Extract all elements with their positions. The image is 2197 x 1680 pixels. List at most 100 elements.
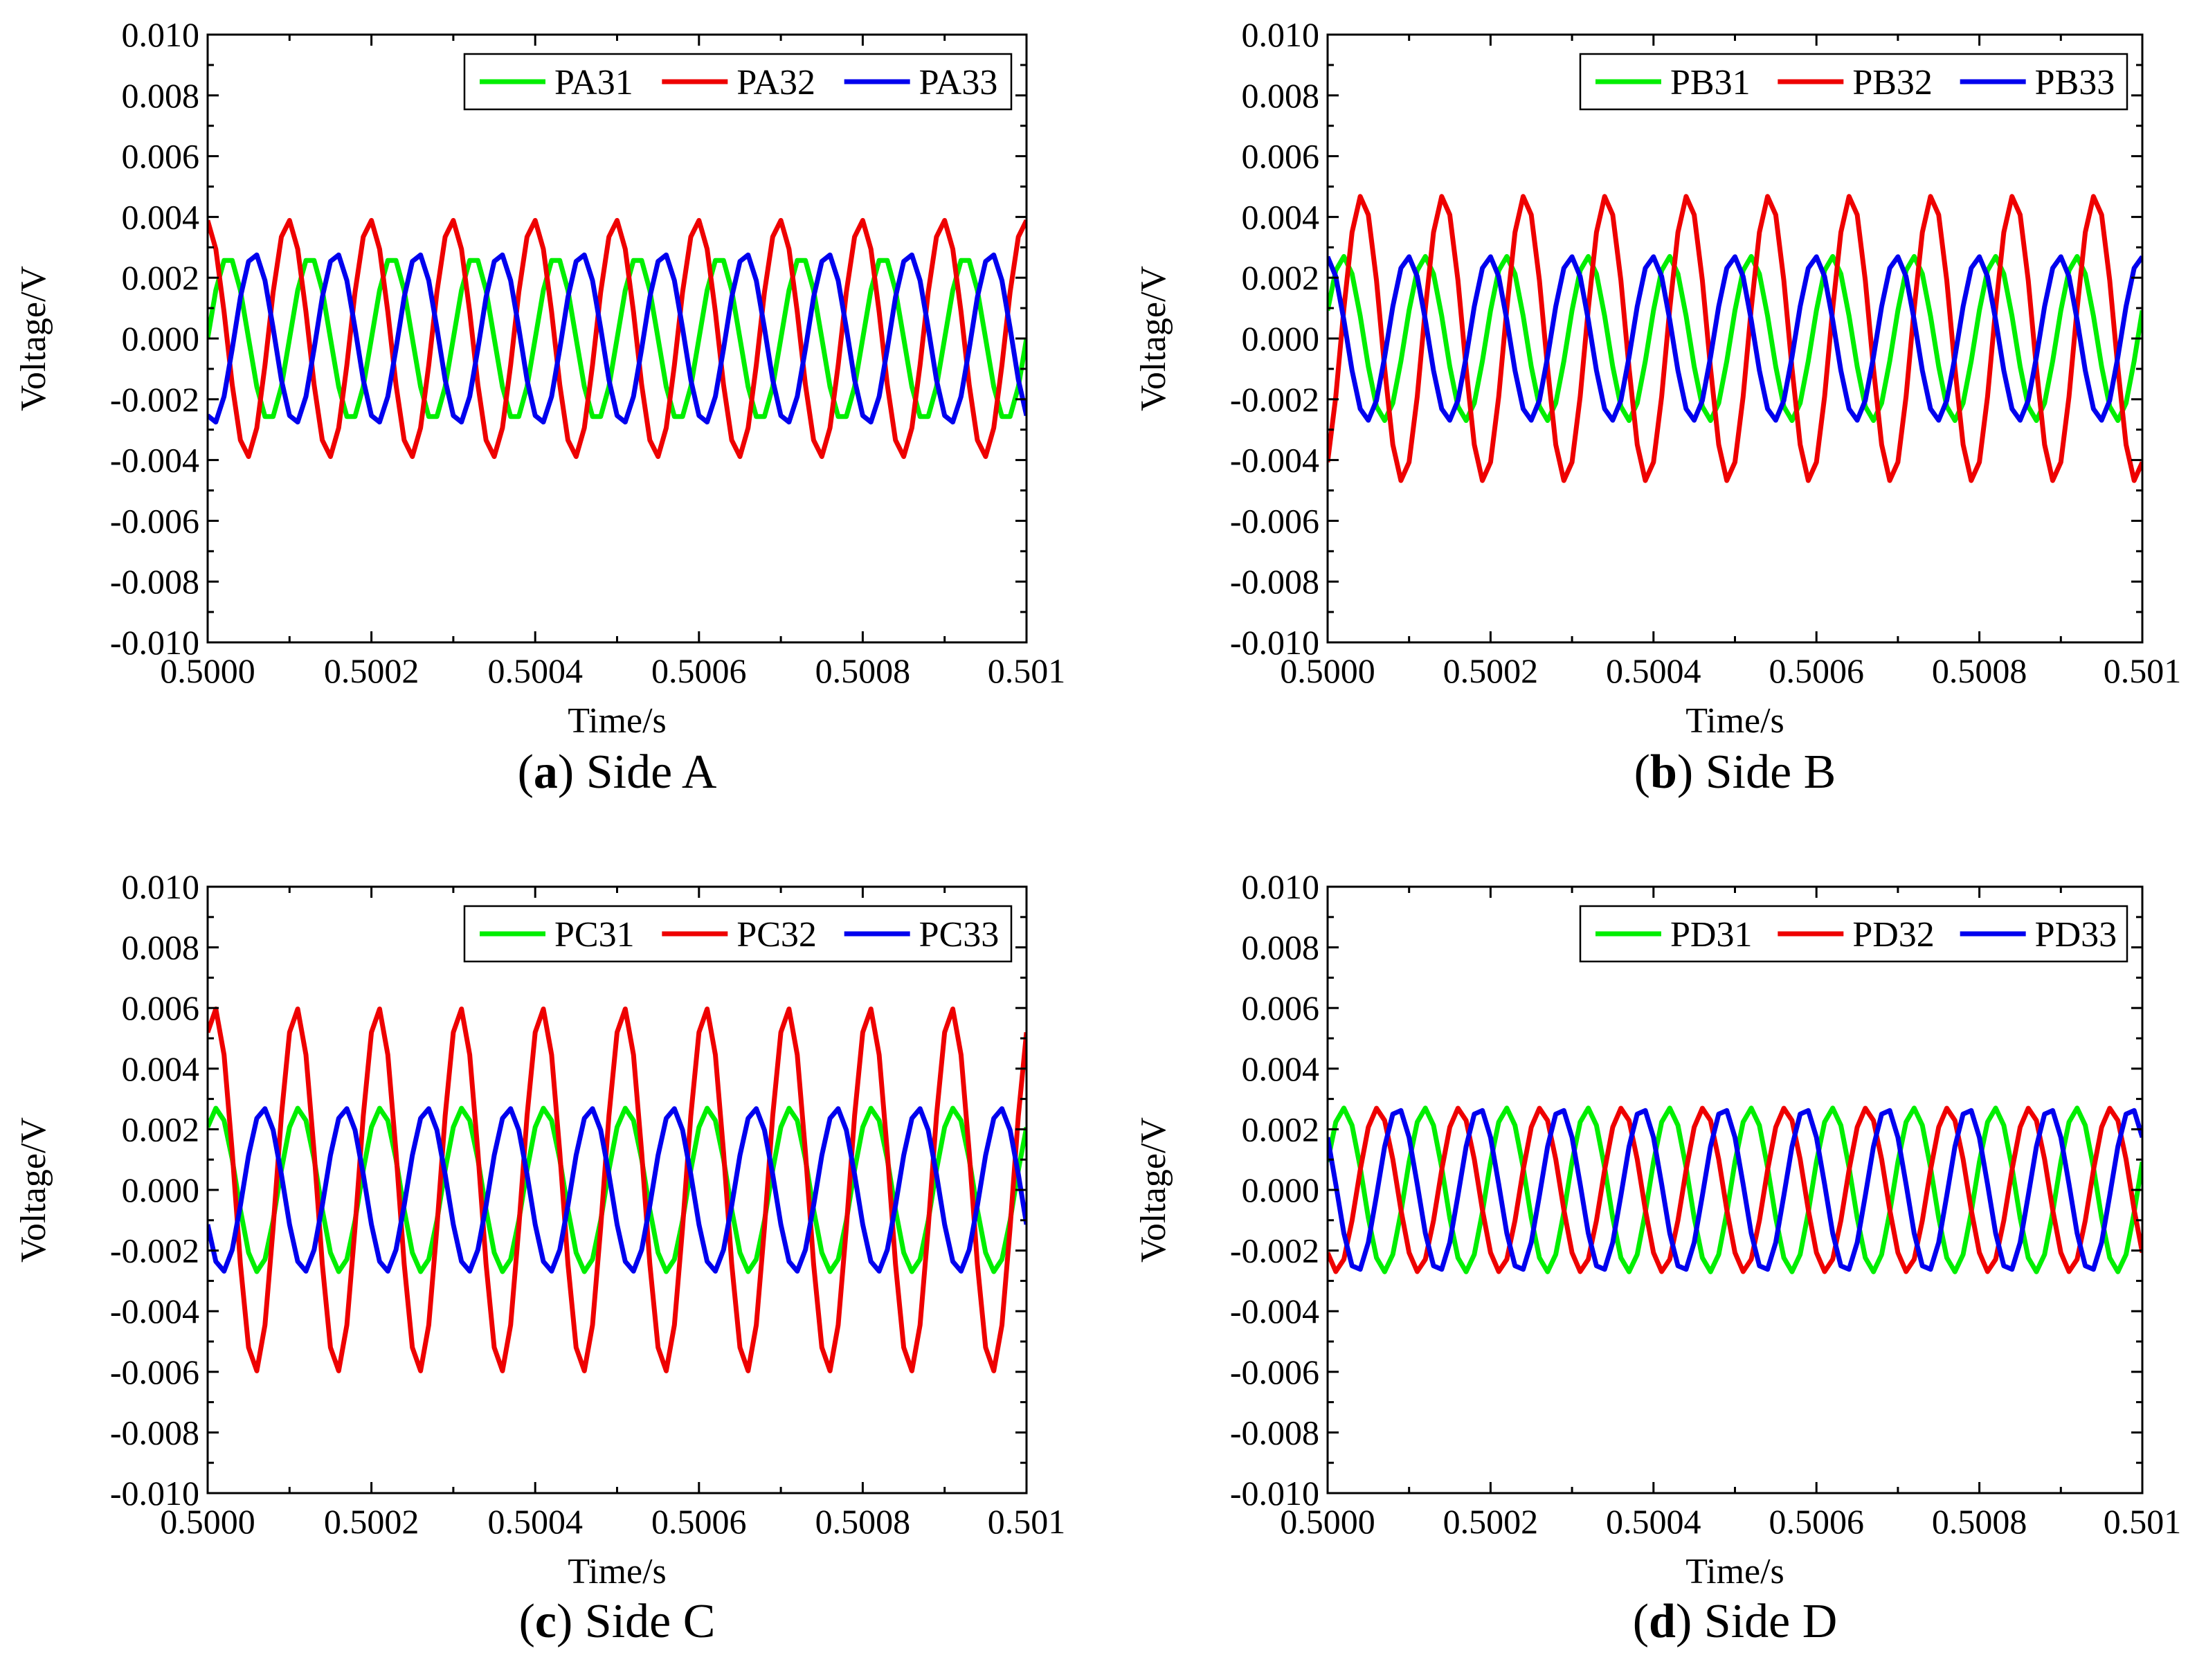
legend-label: PD33 [2035,915,2117,955]
plot-frame [206,885,1028,1494]
x-axis-title: Time/s [1685,1552,1784,1591]
y-tick-label: -0.010 [110,1474,199,1512]
series-line-pb33 [1328,254,2142,423]
caption-close-paren: ) [558,746,586,799]
y-tick-label: -0.006 [110,1353,199,1391]
y-tick-label: 0.008 [122,76,200,115]
x-tick-label: 0.501 [988,1502,1066,1541]
y-axis-title: Voltage/V [1134,1117,1173,1263]
caption-open-paren: ( [519,1595,535,1648]
y-tick-label: 0.006 [1242,137,1320,176]
x-axis-title: Time/s [568,1552,667,1591]
caption-letter: a [534,746,558,799]
legend-box [463,905,1013,963]
chart-panel-b: 0.010 0.008 0.006 0.004 0.002 0.000 -0.002 -0.0… [1134,15,2181,799]
caption-text: Side A [586,746,717,799]
legend: PA31 PA32 PA33 [463,53,1013,111]
y-tick-label: 0.008 [1242,76,1320,115]
y-tick-label: 0.008 [122,928,200,967]
caption-letter: c [535,1595,557,1648]
caption-close-paren: ) [1676,1595,1704,1648]
caption-open-paren: ( [518,746,534,799]
legend-label: PD32 [1852,915,1934,955]
legend-label: PC31 [554,915,635,955]
x-tick-label: 0.5002 [324,1502,419,1541]
series-line-pb32 [1328,194,2142,483]
y-tick-label: -0.006 [1230,501,1319,540]
caption-letter: b [1650,746,1677,799]
y-tick-label: -0.008 [110,1413,199,1452]
chart-panel-c: 0.010 0.008 0.006 0.004 0.002 0.000 -0.002 -0.0… [14,867,1065,1648]
y-tick-label: -0.010 [110,623,199,662]
x-axis-title: Time/s [1685,701,1784,741]
y-tick-label: -0.004 [110,1292,199,1330]
series-line-pd32 [1328,1105,2142,1274]
y-axis-title: Voltage/V [14,1117,53,1263]
series-line-pd31 [1328,1105,2142,1274]
legend-box [1579,53,2128,111]
y-tick-label: 0.004 [1242,1049,1320,1088]
y-tick-label: -0.006 [1230,1353,1319,1391]
x-tick-label: 0.5002 [1443,1502,1539,1541]
series-line-pc33 [208,1106,1027,1274]
y-tick-label: 0.002 [1242,1110,1320,1148]
caption-text: Side C [585,1595,716,1648]
series-group [1328,1105,2142,1274]
y-tick-label: 0.000 [1242,1171,1320,1209]
legend: PC31 PC32 PC33 [463,905,1013,963]
y-tick-label: 0.002 [122,1110,200,1148]
y-tick-label: -0.002 [1230,1231,1319,1270]
caption-open-paren: ( [1634,746,1650,799]
legend-box [1579,905,2128,963]
x-tick-label: 0.5006 [651,1502,747,1541]
y-tick-label: 0.006 [122,988,200,1027]
y-axis-title: Voltage/V [1134,266,1173,411]
legend-label: PD31 [1670,915,1752,955]
caption-text: Side D [1704,1595,1838,1648]
caption-close-paren: ) [1677,746,1706,799]
x-tick-label: 0.5000 [160,651,255,690]
x-tick-label: 0.5004 [1606,651,1701,690]
caption-text: Side B [1706,746,1836,799]
legend-label: PB33 [2035,63,2115,102]
y-tick-label: 0.010 [1242,867,1320,906]
series-line-pa31 [208,258,1027,419]
plot-frame [1326,33,2144,644]
y-tick-label: -0.010 [1230,1474,1319,1512]
panel-caption: (b) Side B [1634,746,1836,799]
y-axis-title: Voltage/V [14,266,53,411]
series-group [208,217,1027,460]
legend-label: PB32 [1852,63,1933,102]
y-tick-label: 0.010 [122,15,200,54]
x-tick-label: 0.5002 [1443,651,1539,690]
plot-frame [1326,885,2144,1494]
y-tick-label: -0.004 [110,441,199,480]
legend: PD31 PD32 PD33 [1579,905,2128,963]
y-tick-label: -0.008 [110,562,199,601]
x-tick-label: 0.5008 [1932,651,2027,690]
y-tick-label: 0.004 [122,197,200,236]
x-tick-label: 0.5006 [1769,1502,1864,1541]
x-tick-label: 0.5000 [160,1502,255,1541]
x-tick-label: 0.5004 [487,651,583,690]
x-tick-label: 0.5002 [324,651,419,690]
y-tick-label: -0.006 [110,501,199,540]
series-line-pc31 [208,1105,1027,1274]
x-tick-label: 0.5006 [651,651,747,690]
y-tick-label: -0.002 [110,1231,199,1270]
x-tick-label: 0.5000 [1280,1502,1375,1541]
series-line-pa32 [208,217,1027,460]
y-tick-label: 0.010 [122,867,200,906]
x-tick-label: 0.5008 [815,651,911,690]
y-tick-label: 0.004 [122,1049,200,1088]
x-axis-title: Time/s [568,701,667,741]
legend: PB31 PB32 PB33 [1579,53,2128,111]
panel-caption: (a) Side A [518,746,717,799]
y-tick-label: -0.004 [1230,1292,1319,1330]
x-tick-label: 0.5006 [1769,651,1864,690]
legend-label: PC33 [919,915,1000,955]
caption-open-paren: ( [1633,1595,1649,1648]
legend-label: PA32 [736,63,815,102]
legend-label: PB31 [1670,63,1751,102]
